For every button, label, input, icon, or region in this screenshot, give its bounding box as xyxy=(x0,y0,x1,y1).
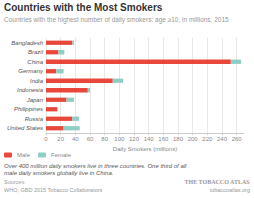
svg-text:240: 240 xyxy=(217,136,228,142)
svg-text:Female: Female xyxy=(51,152,72,158)
svg-text:Russia: Russia xyxy=(25,116,44,122)
svg-text:Male: Male xyxy=(17,152,31,158)
svg-text:WHO, GBD 2015 Tobacco Collabor: WHO, GBD 2015 Tobacco Collaborators xyxy=(4,187,103,193)
svg-text:Daily Smokers (millions): Daily Smokers (millions) xyxy=(113,146,177,152)
svg-text:Countries with the highest num: Countries with the highest number of dai… xyxy=(4,16,229,24)
svg-text:United States: United States xyxy=(7,125,43,131)
svg-text:180: 180 xyxy=(173,136,184,142)
svg-text:Philippines: Philippines xyxy=(14,106,43,112)
svg-text:Over 400 million daily smokers: Over 400 million daily smokers live in t… xyxy=(4,163,188,169)
svg-text:THE TOBACCO ATLAS: THE TOBACCO ATLAS xyxy=(185,179,251,185)
svg-text:Japan: Japan xyxy=(26,97,44,103)
svg-text:Sources:: Sources: xyxy=(4,179,26,185)
svg-text:20: 20 xyxy=(57,136,64,142)
svg-text:Germany: Germany xyxy=(18,68,44,74)
svg-text:male daily smokers globally li: male daily smokers globally live in Chin… xyxy=(4,170,113,176)
svg-text:Bangladesh: Bangladesh xyxy=(11,40,43,46)
svg-text:Brazil: Brazil xyxy=(28,49,44,55)
svg-text:60: 60 xyxy=(87,136,94,142)
svg-text:0: 0 xyxy=(44,136,48,142)
svg-text:Countries with the Most Smoker: Countries with the Most Smokers xyxy=(4,2,163,13)
svg-text:India: India xyxy=(30,78,44,84)
svg-text:120: 120 xyxy=(129,136,140,142)
svg-text:80: 80 xyxy=(101,136,108,142)
svg-text:140: 140 xyxy=(144,136,155,142)
svg-text:260: 260 xyxy=(232,136,243,142)
svg-text:160: 160 xyxy=(158,136,169,142)
svg-text:tobaccoatlas.org: tobaccoatlas.org xyxy=(210,187,250,193)
svg-text:Indonesia: Indonesia xyxy=(17,87,44,93)
svg-text:200: 200 xyxy=(188,136,199,142)
svg-text:220: 220 xyxy=(202,136,213,142)
svg-text:100: 100 xyxy=(114,136,125,142)
svg-text:China: China xyxy=(27,59,43,65)
svg-text:40: 40 xyxy=(72,136,79,142)
